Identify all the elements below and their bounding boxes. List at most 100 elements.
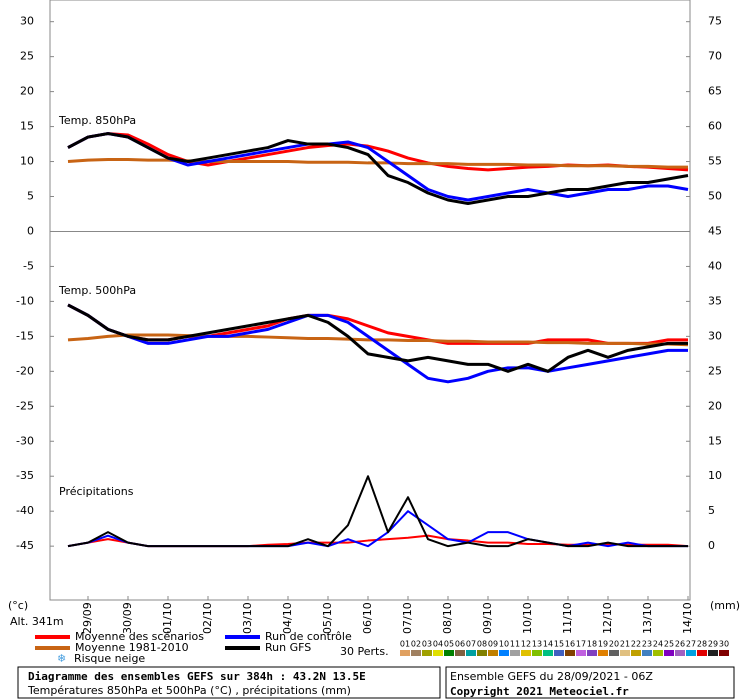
perturbation-swatch (708, 650, 718, 656)
x-tick-label: 14/10 (681, 602, 694, 634)
perturbation-swatch (444, 650, 454, 656)
y-tick-label: 10 (20, 155, 34, 168)
perturbation-swatch (598, 650, 608, 656)
x-tick-label: 30/09 (121, 602, 134, 634)
perturbation-swatch (686, 650, 696, 656)
x-tick-label: 06/10 (361, 602, 374, 634)
perturbation-swatch (466, 650, 476, 656)
perturbations-label: 30 Perts. (340, 645, 389, 658)
x-tick-label: 02/10 (201, 602, 214, 634)
perturbation-label: 03 (422, 640, 432, 649)
perturbation-label: 05 (444, 640, 454, 649)
perturbation-swatch (543, 650, 553, 656)
perturbation-swatch (642, 650, 652, 656)
perturbation-swatch (664, 650, 674, 656)
y-tick-label: 25 (20, 50, 34, 63)
perturbation-swatch (631, 650, 641, 656)
perturbation-label: 02 (411, 640, 421, 649)
footer-box (445, 666, 735, 699)
y2-tick-label: 30 (708, 329, 722, 342)
perturbation-label: 27 (686, 640, 696, 649)
y-tick-label: 0 (27, 224, 34, 237)
perturbation-label: 08 (477, 640, 487, 649)
perturbation-label: 10 (499, 640, 509, 649)
panel-label: Temp. 500hPa (58, 284, 136, 297)
y-tick-label: -25 (16, 399, 34, 412)
y-tick-label: 20 (20, 85, 34, 98)
perturbation-label: 26 (675, 640, 685, 649)
y-tick-label: -35 (16, 469, 34, 482)
y2-tick-label: 25 (708, 364, 722, 377)
x-tick-label: 29/09 (81, 602, 94, 634)
y-tick-label: 15 (20, 120, 34, 133)
x-tick-label: 03/10 (241, 602, 254, 634)
x-tick-label: 04/10 (281, 602, 294, 634)
series-line (67, 303, 688, 373)
snow-label: Risque neige (74, 652, 145, 665)
x-tick-label: 13/10 (641, 602, 654, 634)
perturbation-swatch (719, 650, 729, 656)
perturbation-swatch (653, 650, 663, 656)
y2-tick-label: 10 (708, 469, 722, 482)
perturbation-label: 07 (466, 640, 476, 649)
perturbation-swatch (477, 650, 487, 656)
perturbation-label: 30 (719, 640, 729, 649)
panel-label: Temp. 850hPa (58, 114, 136, 127)
perturbation-swatch (433, 650, 443, 656)
perturbation-label: 19 (598, 640, 608, 649)
perturbation-label: 29 (708, 640, 718, 649)
perturbation-label: 23 (642, 640, 652, 649)
y-tick-label: -10 (16, 294, 34, 307)
perturbation-label: 15 (554, 640, 564, 649)
footer-title: Diagramme des ensembles GEFS sur 384h : … (28, 670, 366, 683)
perturbation-label: 28 (697, 640, 707, 649)
y-unit: (°c) (8, 599, 28, 612)
x-tick-label: 09/10 (481, 602, 494, 634)
x-tick-label: 01/10 (161, 602, 174, 634)
perturbation-swatch (455, 650, 465, 656)
y2-tick-label: 55 (708, 155, 722, 168)
perturbation-label: 22 (631, 640, 641, 649)
y2-tick-label: 70 (708, 50, 722, 63)
series-line (67, 333, 689, 347)
y2-tick-label: 50 (708, 190, 722, 203)
legend-label: Moyenne 1981-2010 (75, 641, 189, 654)
perturbation-swatch (499, 650, 509, 656)
perturbation-swatch (554, 650, 564, 656)
perturbation-label: 12 (521, 640, 531, 649)
panel-label: Précipitations (59, 485, 134, 498)
perturbation-swatch (565, 650, 575, 656)
x-tick-label: 08/10 (441, 602, 454, 634)
perturbation-label: 24 (653, 640, 663, 649)
y2-tick-label: 60 (708, 120, 722, 133)
y2-tick-label: 40 (708, 259, 722, 272)
y-tick-label: 30 (20, 15, 34, 28)
series-line (67, 303, 688, 384)
perturbation-swatch (620, 650, 630, 656)
perturbation-swatch (697, 650, 707, 656)
y2-tick-label: 20 (708, 399, 722, 412)
y2-tick-label: 65 (708, 85, 722, 98)
perturbation-label: 17 (576, 640, 586, 649)
y-tick-label: -15 (16, 329, 34, 342)
y-tick-label: -5 (23, 259, 34, 272)
perturbation-label: 06 (455, 640, 465, 649)
perturbation-label: 21 (620, 640, 630, 649)
y2-tick-label: 5 (708, 504, 715, 517)
perturbation-label: 01 (400, 640, 410, 649)
perturbation-label: 09 (488, 640, 498, 649)
snow-icon: ❄ (57, 652, 66, 665)
perturbation-label: 16 (565, 640, 575, 649)
perturbation-swatch (532, 650, 542, 656)
perturbation-swatch (422, 650, 432, 656)
x-tick-label: 12/10 (601, 602, 614, 634)
perturbation-label: 13 (532, 640, 542, 649)
perturbation-label: 14 (543, 640, 553, 649)
perturbation-swatch (521, 650, 531, 656)
y-tick-label: -20 (16, 364, 34, 377)
plot-frame (49, 0, 691, 601)
y2-unit: (mm) (710, 599, 740, 612)
footer-box (17, 666, 441, 699)
perturbation-swatch (587, 650, 597, 656)
altitude: Alt. 341m (10, 615, 64, 628)
